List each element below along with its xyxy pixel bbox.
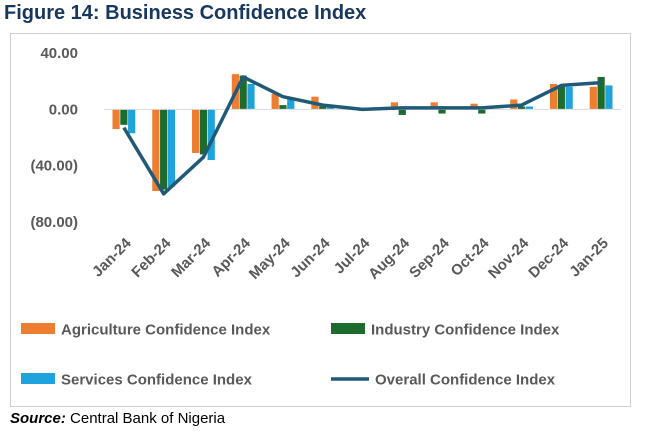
legend-label: Industry Confidence Index — [371, 322, 560, 339]
bar-services — [207, 109, 215, 161]
bar-industry — [597, 76, 605, 110]
bar-industry — [120, 109, 128, 125]
x-tick-label: Nov-24 — [485, 234, 533, 282]
bar-services — [167, 109, 176, 187]
bar-industry — [279, 105, 287, 110]
bar-agriculture — [390, 102, 399, 110]
x-tick-label: Oct-24 — [448, 234, 493, 279]
source-text: Central Bank of Nigeria — [65, 410, 226, 427]
x-axis: Jan-24Feb-24Mar-24Apr-24May-24Jun-24Jul-… — [89, 234, 612, 282]
bar-industry — [557, 85, 565, 110]
y-tick-label: 40.00 — [40, 45, 78, 62]
x-tick-label: Aug-24 — [365, 234, 413, 282]
x-tick-label: Jan-24 — [89, 234, 135, 280]
source-label: Source: — [10, 410, 66, 427]
x-tick-label: Jun-24 — [287, 234, 334, 281]
bar-industry — [398, 109, 406, 115]
bar-agriculture — [589, 86, 597, 110]
bar-services — [247, 83, 255, 110]
bar-industry — [160, 109, 168, 190]
legend-swatch — [21, 373, 55, 384]
x-tick-label: May-24 — [246, 234, 294, 282]
bar-services — [525, 106, 533, 110]
bar-industry — [478, 109, 486, 114]
bar-agriculture — [152, 109, 160, 192]
y-tick-label: 0.00 — [49, 101, 78, 118]
legend-swatch — [21, 323, 55, 334]
source-note: Source: Central Bank of Nigeria — [10, 410, 225, 427]
bar-industry — [239, 75, 247, 110]
bar-services — [128, 109, 136, 134]
legend-swatch — [331, 323, 365, 334]
line-overall — [122, 75, 602, 196]
bar-agriculture — [549, 83, 558, 110]
x-tick-label: Jan-25 — [566, 235, 612, 281]
bar-industry — [438, 109, 446, 114]
bar-services — [287, 98, 295, 110]
bar-agriculture — [192, 109, 200, 153]
bar-services — [605, 85, 613, 110]
bar-industry — [199, 109, 208, 155]
x-tick-label: Mar-24 — [168, 234, 215, 281]
bar-agriculture — [430, 102, 438, 110]
legend: Agriculture Confidence Index Industry Con… — [21, 322, 560, 389]
bar-industry — [517, 106, 526, 110]
legend-label: Overall Confidence Index — [375, 372, 556, 389]
chart-title: Figure 14: Business Confidence Index — [4, 2, 367, 24]
x-tick-label: Feb-24 — [128, 234, 175, 281]
x-tick-label: Dec-24 — [525, 234, 572, 281]
bar-agriculture — [271, 93, 279, 110]
bar-industry — [319, 106, 327, 110]
x-tick-label: Sep-24 — [406, 234, 453, 281]
bar-services — [565, 86, 573, 110]
y-tick-label: (80.00) — [30, 214, 78, 231]
business-confidence-chart: 40.00 0.00 (40.00) (80.00) Jan-24Feb-24Mar-… — [21, 45, 621, 389]
legend-label: Services Confidence Index — [61, 372, 253, 389]
chart-frame: 40.00 0.00 (40.00) (80.00) Jan-24 Feb-24 Mar-… — [10, 33, 631, 407]
line-series — [122, 75, 602, 196]
legend-label: Agriculture Confidence Index — [61, 322, 271, 339]
y-tick-label: (40.00) — [30, 158, 78, 175]
bar-agriculture — [112, 109, 120, 130]
y-axis: 40.00 0.00 (40.00) (80.00) — [30, 45, 78, 231]
